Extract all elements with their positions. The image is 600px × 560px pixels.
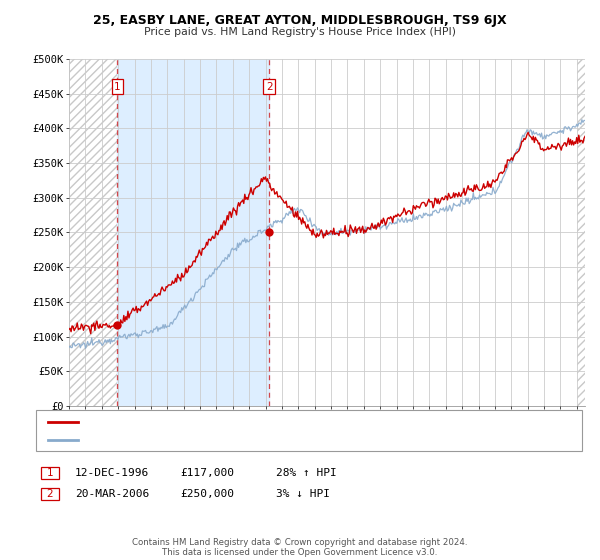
Text: 2: 2	[266, 82, 272, 92]
Text: 20-MAR-2006: 20-MAR-2006	[75, 489, 149, 499]
Text: 1: 1	[46, 468, 53, 478]
Text: 12-DEC-1996: 12-DEC-1996	[75, 468, 149, 478]
Bar	[577, 59, 585, 406]
Text: 3% ↓ HPI: 3% ↓ HPI	[276, 489, 330, 499]
Text: £250,000: £250,000	[180, 489, 234, 499]
Text: 1: 1	[114, 82, 121, 92]
Bar	[577, 59, 585, 406]
Bar	[118, 59, 269, 406]
Text: 2: 2	[46, 489, 53, 499]
Text: 25, EASBY LANE, GREAT AYTON, MIDDLESBROUGH, TS9 6JX (detached house): 25, EASBY LANE, GREAT AYTON, MIDDLESBROU…	[84, 417, 463, 427]
Text: Price paid vs. HM Land Registry's House Price Index (HPI): Price paid vs. HM Land Registry's House …	[144, 27, 456, 37]
Text: Contains HM Land Registry data © Crown copyright and database right 2024.
This d: Contains HM Land Registry data © Crown c…	[132, 538, 468, 557]
Text: HPI: Average price, detached house, North Yorkshire: HPI: Average price, detached house, Nort…	[84, 435, 340, 445]
Bar	[69, 59, 118, 406]
Text: 28% ↑ HPI: 28% ↑ HPI	[276, 468, 337, 478]
Text: £117,000: £117,000	[180, 468, 234, 478]
Text: 25, EASBY LANE, GREAT AYTON, MIDDLESBROUGH, TS9 6JX: 25, EASBY LANE, GREAT AYTON, MIDDLESBROU…	[93, 14, 507, 27]
Bar	[69, 59, 118, 406]
